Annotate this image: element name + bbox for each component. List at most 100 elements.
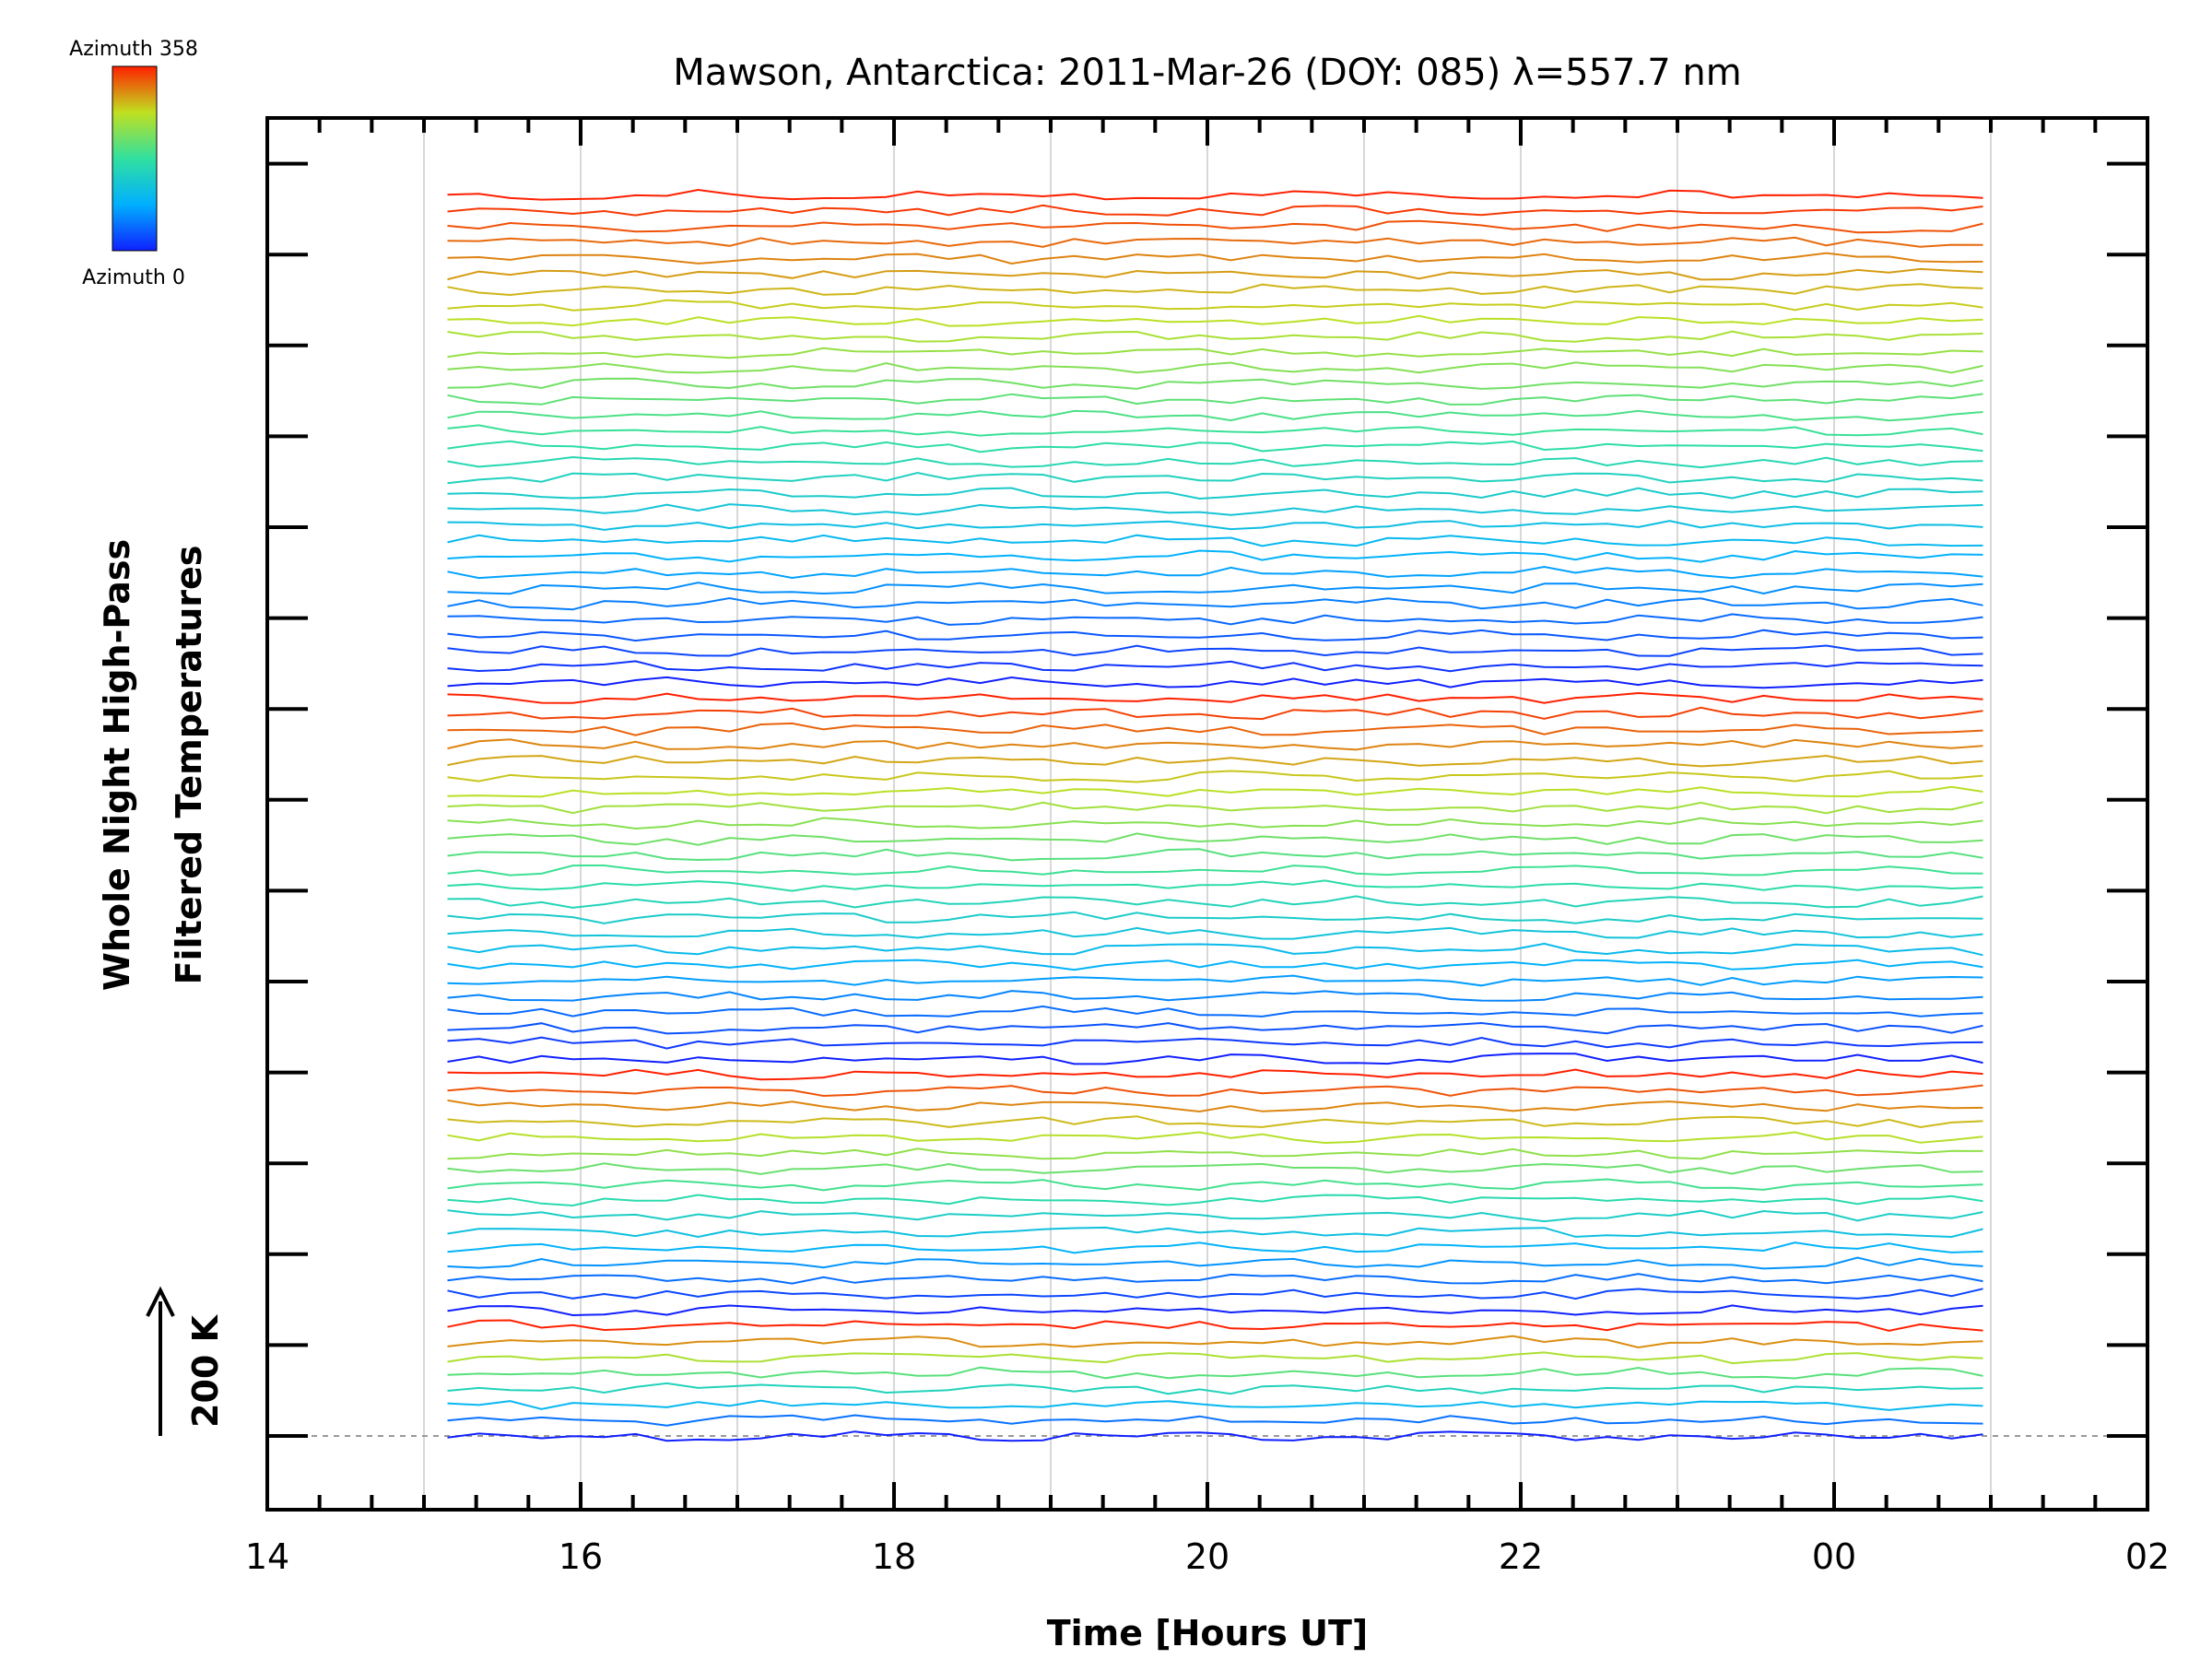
series-line <box>447 1273 1983 1285</box>
x-tick-label: 20 <box>1185 1536 1230 1577</box>
series-line <box>447 1131 1983 1145</box>
series-line <box>447 1241 1983 1254</box>
series-line <box>447 1194 1983 1207</box>
series-line <box>447 1414 1983 1427</box>
series-line <box>447 911 1983 924</box>
series-line <box>447 754 1983 768</box>
series-line <box>447 1036 1983 1050</box>
axis-ticks <box>265 118 2149 1510</box>
series-line <box>447 1068 1983 1081</box>
series-line <box>447 534 1983 547</box>
series-line <box>447 565 1983 580</box>
series-line <box>447 1053 1983 1065</box>
series-line <box>447 801 1983 815</box>
series-line <box>447 1335 1983 1349</box>
series-line <box>447 424 1983 437</box>
series-line <box>447 188 1983 201</box>
series-line <box>447 1147 1983 1160</box>
colorbar-bottom-label: Azimuth 0 <box>82 266 185 289</box>
series-line <box>447 644 1983 657</box>
series-line <box>447 1430 1983 1442</box>
y-axis-label-line2: Filtered Temperatures <box>169 546 209 985</box>
x-axis-label: Time [Hours UT] <box>1047 1613 1369 1653</box>
series-line <box>447 832 1983 846</box>
series-line <box>447 487 1983 500</box>
scale-label: 200 K <box>185 1313 226 1428</box>
colorbar: Azimuth 358 Azimuth 0 <box>69 38 198 289</box>
series-line <box>447 299 1983 312</box>
series-line <box>447 314 1983 327</box>
series-line <box>447 959 1983 971</box>
series-line <box>447 990 1983 1002</box>
series-line <box>447 549 1983 563</box>
series-line <box>447 942 1983 957</box>
series-line <box>447 1115 1983 1129</box>
series-line <box>447 582 1983 595</box>
x-tick-label: 16 <box>559 1536 603 1577</box>
series-line <box>447 347 1983 359</box>
x-tick-label: 18 <box>872 1536 916 1577</box>
series-line <box>447 895 1983 909</box>
series-line <box>447 738 1983 751</box>
series-line <box>447 1178 1983 1192</box>
series-line <box>447 1304 1983 1317</box>
series-line <box>447 393 1983 406</box>
series-line <box>447 1005 1983 1018</box>
series-line <box>447 252 1983 265</box>
series-line <box>447 377 1983 390</box>
series-line <box>447 722 1983 736</box>
y-axis-label-line1: Whole Night High-Pass <box>97 539 137 991</box>
series-line <box>447 1162 1983 1175</box>
colorbar-gradient <box>112 65 158 252</box>
series-line <box>447 770 1983 783</box>
series-line <box>447 691 1983 704</box>
series-line <box>447 613 1983 626</box>
series-line <box>447 1288 1983 1300</box>
x-tick-label: 02 <box>2125 1536 2170 1577</box>
series-line <box>447 1021 1983 1035</box>
series-line <box>447 283 1983 297</box>
colorbar-top-label: Azimuth 358 <box>69 38 198 61</box>
series-line <box>447 1366 1983 1380</box>
series-line <box>447 1209 1983 1223</box>
series-line <box>447 1382 1983 1395</box>
x-tick-label: 14 <box>245 1536 289 1577</box>
series-line <box>447 660 1983 673</box>
series-line <box>447 204 1983 217</box>
x-tick-labels: 14 16 18 20 22 00 02 <box>245 1536 2170 1577</box>
series-line <box>447 864 1983 877</box>
series-line <box>447 219 1983 234</box>
series-group <box>447 188 1983 1442</box>
series-line <box>447 409 1983 422</box>
series-line <box>447 455 1983 469</box>
series-line <box>447 706 1983 721</box>
series-line <box>447 1256 1983 1270</box>
x-tick-label: 00 <box>1812 1536 1856 1577</box>
series-line <box>447 1099 1983 1113</box>
series-line <box>447 629 1983 642</box>
series-line <box>447 361 1983 374</box>
series-line <box>447 596 1983 611</box>
series-line <box>447 676 1983 689</box>
series-line <box>447 471 1983 485</box>
series-line <box>447 1319 1983 1332</box>
series-line <box>447 1399 1983 1411</box>
series-line <box>447 330 1983 343</box>
series-line <box>447 1084 1983 1098</box>
series-line <box>447 236 1983 248</box>
series-line <box>447 1226 1983 1239</box>
series-line <box>447 879 1983 892</box>
series-line <box>447 267 1983 281</box>
series-line <box>447 520 1983 531</box>
x-tick-label: 22 <box>1499 1536 1543 1577</box>
series-line <box>447 974 1983 987</box>
vertical-gridlines <box>423 118 1992 1510</box>
series-line <box>447 817 1983 830</box>
series-line <box>447 848 1983 862</box>
series-line <box>447 440 1983 453</box>
series-line <box>447 503 1983 516</box>
series-line <box>447 926 1983 940</box>
series-line <box>447 1351 1983 1365</box>
chart-title: Mawson, Antarctica: 2011-Mar-26 (DOY: 08… <box>673 52 1741 94</box>
